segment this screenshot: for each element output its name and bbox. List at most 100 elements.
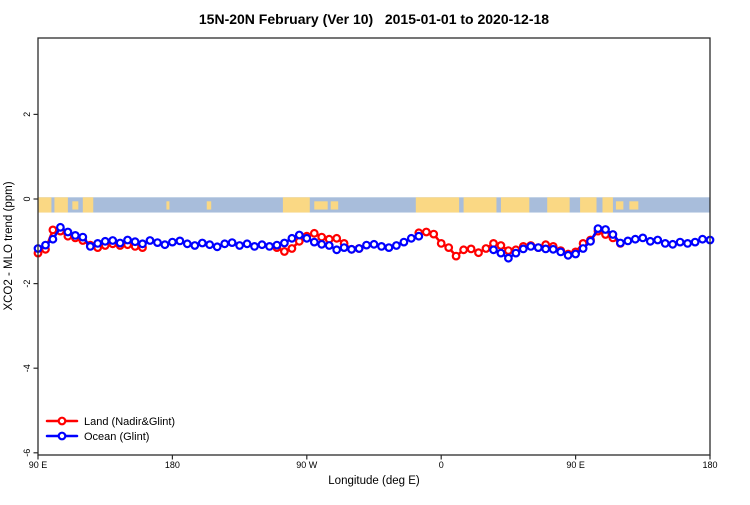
- data-point: [384, 243, 394, 253]
- data-point: [287, 233, 297, 243]
- strip-island-segment: [206, 201, 212, 210]
- data-point: [205, 240, 215, 250]
- legend-label-land: Land (Nadir&Glint): [84, 416, 175, 428]
- data-point: [130, 237, 140, 247]
- data-point: [250, 241, 259, 251]
- data-point: [257, 240, 267, 250]
- data-point: [436, 238, 446, 248]
- x-tick-label: 90 E: [29, 460, 48, 470]
- data-point: [190, 241, 200, 250]
- data-point: [616, 238, 625, 248]
- data-point: [362, 240, 371, 250]
- strip-land-segment: [38, 197, 52, 213]
- y-tick-label: -4: [22, 364, 32, 372]
- data-point: [504, 246, 513, 256]
- data-point: [406, 233, 416, 243]
- x-axis-ticks: 90 E 180 90 W 0 90 E 180: [29, 455, 718, 470]
- data-point: [466, 244, 476, 254]
- plot-frame: [37, 37, 711, 456]
- data-point: [533, 243, 543, 253]
- data-point: [392, 241, 401, 250]
- data-point: [451, 251, 461, 261]
- data-point: [302, 233, 312, 243]
- data-point: [578, 244, 588, 253]
- data-point: [265, 241, 274, 251]
- data-point: [683, 238, 692, 248]
- data-point: [317, 232, 327, 242]
- data-point: [332, 245, 342, 255]
- legend-marker-circle: [57, 416, 67, 426]
- x-tick-label: 90 E: [566, 460, 585, 470]
- data-point: [63, 227, 73, 237]
- chart-title: 15N-20N February (Ver 10) 2015-01-01 to …: [199, 11, 549, 27]
- data-point: [78, 232, 88, 242]
- data-point: [197, 238, 207, 248]
- data-point: [668, 239, 678, 249]
- x-tick-label: 180: [165, 460, 180, 470]
- x-axis-label: Longitude (deg E): [328, 475, 420, 487]
- legend-label-ocean: Ocean (Glint): [84, 431, 149, 443]
- strip-land-segment: [602, 197, 613, 213]
- strip-land-segment: [500, 197, 530, 213]
- data-point: [48, 225, 58, 235]
- strip-land-segment: [54, 197, 68, 213]
- data-point: [41, 240, 50, 250]
- strip-land-segment: [547, 197, 570, 213]
- data-point: [294, 230, 304, 240]
- data-point: [85, 241, 95, 251]
- data-point: [556, 247, 566, 257]
- data-point: [630, 234, 640, 244]
- data-point: [571, 249, 580, 259]
- legend: Land (Nadir&Glint) Ocean (Glint): [45, 416, 175, 443]
- data-point: [280, 238, 289, 248]
- strip-land-segment: [282, 197, 310, 213]
- x-tick-label: 90 W: [296, 460, 318, 470]
- data-point: [548, 244, 558, 254]
- strip-island-segment: [166, 201, 170, 210]
- data-point: [280, 247, 289, 256]
- data-point: [421, 227, 431, 237]
- strip-land-segment: [415, 197, 460, 213]
- data-point: [601, 225, 610, 234]
- data-point: [235, 241, 245, 250]
- data-point: [459, 245, 469, 255]
- data-point: [481, 244, 491, 253]
- data-point: [414, 231, 424, 241]
- y-axis-label: XCO2 - MLO trend (ppm): [3, 181, 15, 310]
- data-point: [660, 238, 670, 248]
- data-point: [212, 242, 222, 252]
- data-point: [309, 237, 319, 247]
- data-point: [160, 240, 170, 250]
- data-point: [474, 248, 483, 258]
- data-point: [638, 233, 648, 243]
- data-point: [56, 222, 65, 232]
- data-point: [541, 244, 551, 254]
- strip-island-segment: [72, 201, 79, 210]
- world-map-strip: [38, 197, 710, 213]
- strip-island-segment: [629, 201, 639, 210]
- data-point: [93, 238, 103, 248]
- strip-island-segment: [314, 201, 328, 210]
- legend-marker-circle: [57, 431, 67, 441]
- data-point: [309, 228, 319, 238]
- data-point: [496, 248, 506, 258]
- data-point: [115, 238, 125, 248]
- data-point: [272, 240, 282, 250]
- data-point: [332, 233, 342, 243]
- data-point: [698, 234, 707, 244]
- data-point: [317, 239, 327, 249]
- y-axis-ticks: 2 0 -2 -4 -6: [22, 112, 38, 457]
- legend-swatch-land: [45, 416, 79, 426]
- data-point: [690, 237, 700, 247]
- data-point: [153, 238, 162, 248]
- data-point: [623, 236, 633, 246]
- data-point: [511, 248, 521, 258]
- x-tick-label: 0: [439, 460, 444, 470]
- data-point: [145, 236, 155, 245]
- data-point: [70, 230, 80, 240]
- data-point: [369, 239, 379, 249]
- data-point: [444, 243, 454, 253]
- data-point: [48, 234, 58, 244]
- data-point: [339, 243, 349, 253]
